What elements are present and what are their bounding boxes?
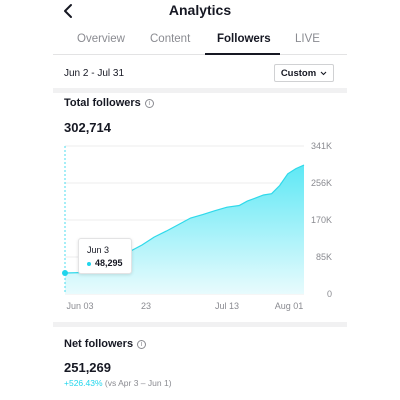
tooltip-date: Jun 3 xyxy=(87,245,110,255)
section-divider xyxy=(53,88,347,93)
tooltip-value: 48,295 xyxy=(95,258,123,268)
tab-content[interactable]: Content xyxy=(150,33,191,45)
custom-range-button[interactable]: Custom xyxy=(274,64,334,82)
followers-area xyxy=(65,165,304,294)
y-tick-label: 0 xyxy=(327,289,332,299)
chart-tooltip: Jun 3 48,295 xyxy=(78,238,132,274)
app-header: Analytics xyxy=(0,0,400,26)
net-followers-change: +526.43% (vs Apr 3 – Jun 1) xyxy=(64,378,172,388)
total-followers-heading: Total followers i xyxy=(64,97,154,109)
y-tick-label: 170K xyxy=(311,215,332,225)
date-range-label: Jun 2 - Jul 31 xyxy=(64,68,125,79)
hover-point[interactable] xyxy=(62,270,68,277)
x-tick-label: Aug 01 xyxy=(275,301,304,311)
x-tick-label: Jul 13 xyxy=(215,301,239,311)
page-title: Analytics xyxy=(168,2,232,18)
tab-bar: Overview Content Followers LIVE xyxy=(53,28,347,55)
y-tick-label: 341K xyxy=(311,141,332,151)
info-icon[interactable]: i xyxy=(144,98,154,108)
net-followers-value: 251,269 xyxy=(64,360,111,375)
tooltip-series-dot xyxy=(87,262,91,266)
custom-range-label: Custom xyxy=(280,67,317,79)
change-percent: +526.43% xyxy=(64,378,103,388)
y-tick-label: 256K xyxy=(311,178,332,188)
tab-overview[interactable]: Overview xyxy=(77,33,125,45)
net-followers-heading: Net followers i xyxy=(64,338,147,350)
tab-followers[interactable]: Followers xyxy=(217,33,271,45)
total-followers-value: 302,714 xyxy=(64,120,111,135)
x-tick-label: 23 xyxy=(141,301,151,311)
change-context: (vs Apr 3 – Jun 1) xyxy=(104,378,172,388)
y-tick-label: 85K xyxy=(316,252,332,262)
followers-chart: 0 85K 170K 256K 341K Jun 03 23 Jul 13 Aug 01 xyxy=(62,141,332,311)
chevron-down-icon xyxy=(320,71,327,75)
chevron-left-icon[interactable] xyxy=(60,2,78,20)
net-followers-label: Net followers xyxy=(64,338,134,350)
section-divider xyxy=(53,322,347,327)
x-tick-label: Jun 03 xyxy=(66,301,93,311)
total-followers-label: Total followers xyxy=(64,97,141,109)
tab-live[interactable]: LIVE xyxy=(295,33,320,45)
active-tab-indicator xyxy=(205,53,280,55)
info-icon[interactable]: i xyxy=(137,339,147,349)
